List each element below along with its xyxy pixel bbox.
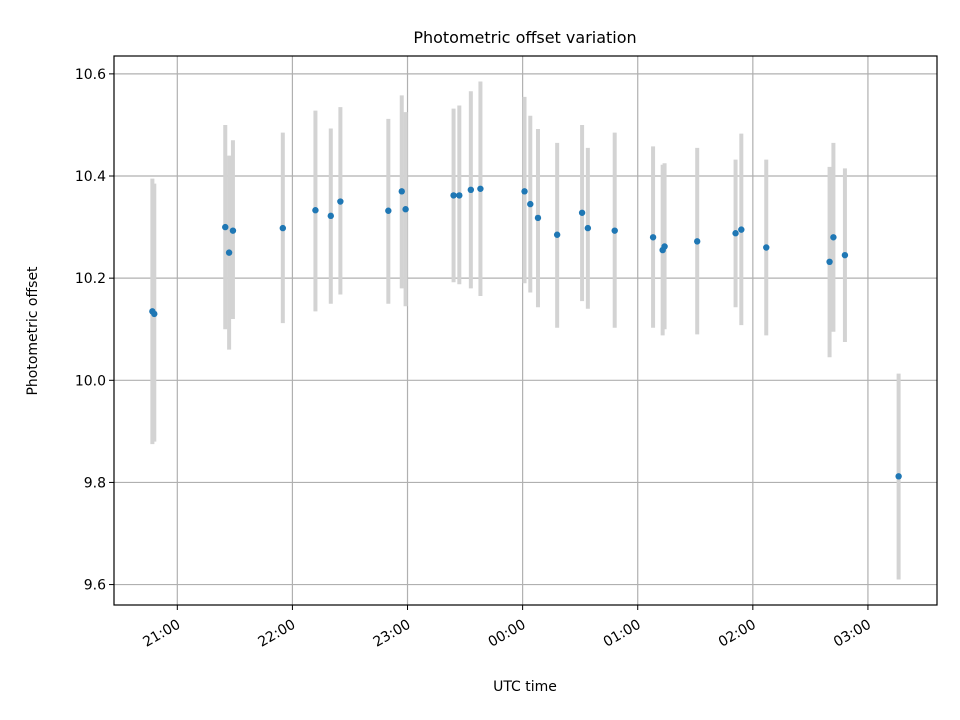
data-point [222,223,229,231]
data-point [229,227,237,234]
data-point [693,238,701,245]
data-point [450,192,457,199]
data-point [649,234,657,241]
data-point [327,212,334,220]
error-bars [150,81,901,580]
data-point [385,207,392,214]
data-point [584,224,592,232]
data-point [763,244,770,251]
data-point [534,214,542,222]
data-point [467,186,475,194]
data-point [738,226,745,233]
data-point [477,185,484,192]
data-point [553,231,561,238]
x-tick-label: 23:00 [371,617,414,651]
data-point [732,230,739,237]
data-point [225,249,233,256]
data-point [527,200,534,208]
x-tick-label: 03:00 [831,617,874,651]
y-axis-label: Photometric offset [25,266,41,396]
data-point [312,207,319,214]
data-point [279,224,287,232]
data-point [337,198,344,205]
grid [114,56,937,605]
x-tick-label: 21:00 [140,617,183,651]
data-point [841,251,849,259]
x-tick-label: 00:00 [486,617,529,651]
x-tick-label: 01:00 [601,617,644,651]
data-point [611,227,618,234]
data-point [830,234,837,241]
data-point [661,243,668,250]
y-tick-label: 9.6 [84,578,106,594]
y-tick-label: 10.0 [75,373,106,389]
y-tick-label: 10.4 [75,169,106,185]
y-tick-label: 10.6 [75,67,106,83]
data-point [456,192,463,199]
data-point [398,188,405,195]
y-tick-label: 9.8 [84,475,106,491]
x-axis-ticks: 21:00 22:00 23:00 00:00 01:00 02:00 03:00 [140,605,874,651]
x-axis-label: UTC time [493,679,557,695]
chart-title: Photometric offset variation [413,28,636,47]
data-point [402,206,409,213]
data-markers [149,185,902,480]
x-tick-label: 02:00 [716,617,759,651]
x-tick-label: 22:00 [255,617,298,651]
y-axis-ticks: 9.6 9.8 10.0 10.2 10.4 10.6 [75,67,114,594]
data-point [895,473,902,480]
plot-frame [113,55,938,606]
data-point [151,310,158,318]
data-point [826,258,833,266]
y-tick-label: 10.2 [75,271,106,287]
data-point [521,188,528,195]
data-point [578,209,586,216]
